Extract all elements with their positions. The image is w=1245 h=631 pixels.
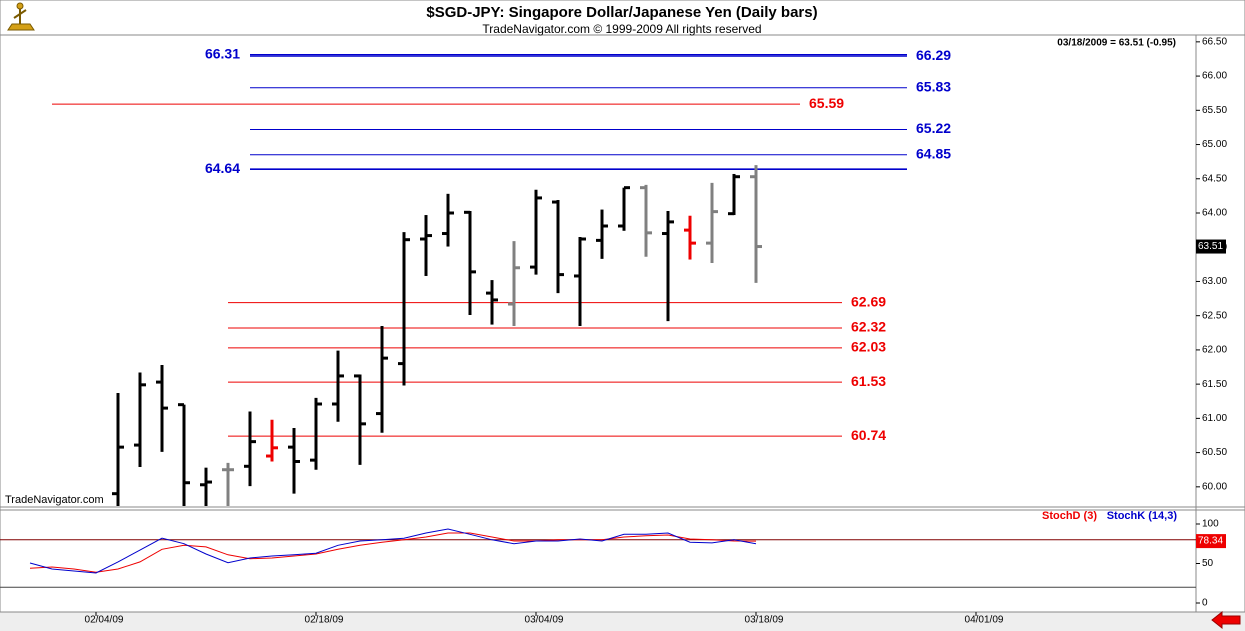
level-label: 62.03 bbox=[851, 339, 886, 355]
y-tick-label: 62.50 bbox=[1202, 310, 1227, 321]
y-tick-label: 100 bbox=[1202, 519, 1219, 530]
y-tick-label: 61.00 bbox=[1202, 413, 1227, 424]
x-tick-label: 02/18/09 bbox=[305, 615, 344, 626]
y-tick-label: 0 bbox=[1202, 598, 1208, 609]
legend-entry: StochD (3) bbox=[1042, 510, 1097, 522]
level-label: 61.53 bbox=[851, 373, 886, 389]
y-tick-label: 61.50 bbox=[1202, 379, 1227, 390]
scroll-arrow[interactable] bbox=[1211, 610, 1241, 630]
stoch-line bbox=[29, 532, 757, 573]
y-tick-label: 63.00 bbox=[1202, 276, 1227, 287]
chart-subtitle: TradeNavigator.com © 1999-2009 All right… bbox=[482, 22, 761, 36]
level-label: 64.85 bbox=[916, 146, 951, 162]
chart-title: $SGD-JPY: Singapore Dollar/Japanese Yen … bbox=[426, 4, 817, 21]
level-label: 62.69 bbox=[851, 293, 886, 309]
level-label: 65.22 bbox=[916, 120, 951, 136]
x-axis-band bbox=[0, 612, 1245, 631]
y-tick-label: 64.50 bbox=[1202, 173, 1227, 184]
level-label: 65.83 bbox=[916, 78, 951, 94]
x-tick-label: 03/04/09 bbox=[525, 615, 564, 626]
level-label: 60.74 bbox=[851, 427, 886, 443]
y-tick-label: 65.00 bbox=[1202, 139, 1227, 150]
y-tick-label: 50 bbox=[1202, 558, 1214, 569]
level-label: 66.31 bbox=[205, 46, 240, 62]
last-price-label: 63.51 bbox=[1198, 241, 1223, 252]
level-label: 65.59 bbox=[809, 95, 844, 111]
x-tick-label: 03/18/09 bbox=[745, 615, 784, 626]
y-tick-label: 62.00 bbox=[1202, 345, 1227, 356]
last-price-box bbox=[1196, 239, 1226, 254]
x-tick-label: 04/01/09 bbox=[965, 615, 1004, 626]
level-label: 66.29 bbox=[916, 47, 951, 63]
watermark: TradeNavigator.com bbox=[5, 494, 104, 506]
last-info: 03/18/2009 = 63.51 (-0.95) bbox=[1057, 38, 1176, 49]
y-tick-label: 60.00 bbox=[1202, 481, 1227, 492]
last-value-box bbox=[1196, 534, 1226, 549]
last-value-label: 78.34 bbox=[1198, 536, 1223, 547]
y-tick-label: 60.50 bbox=[1202, 447, 1227, 458]
level-label: 62.32 bbox=[851, 319, 886, 335]
y-tick-label: 66.00 bbox=[1202, 71, 1227, 82]
y-tick-label: 66.50 bbox=[1202, 36, 1227, 47]
level-label: 64.64 bbox=[205, 160, 240, 176]
stoch-line bbox=[29, 528, 757, 574]
logo-icon bbox=[7, 2, 35, 31]
legend-entry: StochK (14,3) bbox=[1107, 510, 1178, 522]
y-tick-label: 65.50 bbox=[1202, 105, 1227, 116]
y-tick-label: 64.00 bbox=[1202, 208, 1227, 219]
x-tick-label: 02/04/09 bbox=[85, 615, 124, 626]
